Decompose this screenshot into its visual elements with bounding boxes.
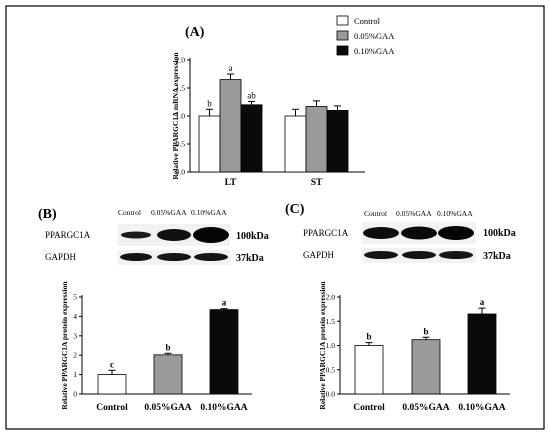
blot-b-band-ppargc1a-005gaa	[157, 229, 191, 241]
blot-b-column-005gaa: 0.05%GAA	[151, 208, 187, 217]
y-axis-title: Relative PPARGC1A protein expression	[60, 281, 69, 410]
x-tick-label: 0.10%GAA	[458, 403, 505, 413]
bar	[284, 115, 307, 173]
legend-swatch-control	[336, 15, 349, 26]
significance-letter: a	[222, 298, 227, 308]
y-tick-label: 2.0	[176, 56, 186, 65]
significance-letter: ab	[247, 90, 256, 100]
y-tick-label: 0.0	[176, 168, 186, 177]
blot-c-band-gapdh-005gaa	[402, 251, 436, 259]
x-tick-label: 0.05%GAA	[402, 403, 449, 413]
blot-b-column-control: Control	[118, 208, 141, 217]
x-tick-label: ST	[311, 178, 323, 188]
blot-b-size-100kda: 100kDa	[236, 231, 269, 242]
y-tick-label: 5	[73, 293, 77, 302]
y-tick-label: 0	[73, 390, 77, 399]
significance-letter: b	[165, 342, 170, 352]
legend-label-control: Control	[354, 16, 381, 26]
blot-b-band-gapdh-005gaa	[157, 253, 191, 261]
blot-c-size-100kda: 100kDa	[483, 228, 516, 239]
blot-c-band-ppargc1a-005gaa	[401, 226, 437, 240]
blot-b-row-gapdh: GAPDH	[45, 252, 77, 262]
blot-c-band-gapdh-control	[364, 251, 398, 259]
x-tick-label: Control	[96, 403, 128, 413]
y-tick-label: 0.5	[326, 365, 336, 374]
bar	[354, 345, 384, 395]
blot-b-column-010gaa: 0.10%GAA	[191, 208, 227, 217]
blot-b-band-ppargc1a-010gaa	[193, 227, 229, 243]
significance-letter: b	[366, 332, 371, 342]
y-tick-label: 0.5	[176, 140, 186, 149]
y-tick-label: 1.0	[326, 341, 336, 350]
x-tick-label: Control	[353, 403, 385, 413]
bar	[467, 313, 497, 395]
blot-b-band-gapdh-control	[120, 253, 152, 261]
blot-c-band-gapdh-010gaa	[439, 251, 473, 259]
bar	[411, 339, 441, 395]
y-tick-label: 4	[73, 312, 77, 321]
y-tick-label: 1	[73, 370, 77, 379]
panel-c-label: (C)	[285, 202, 305, 217]
blot-c-band-ppargc1a-010gaa	[438, 226, 474, 240]
blot-c-column-control: Control	[364, 209, 387, 218]
x-tick-label: LT	[225, 178, 237, 188]
legend-swatch-010gaa	[336, 45, 349, 56]
bar	[326, 110, 349, 173]
bar	[97, 374, 127, 395]
x-tick-label: 0.05%GAA	[144, 403, 191, 413]
significance-letter: a	[229, 63, 233, 73]
western-blot-c: (C) Control 0.05%GAA 0.10%GAA PPARGC1A G…	[285, 202, 516, 263]
legend-label-005gaa: 0.05%GAA	[354, 31, 395, 41]
blot-c-row-ppargc1a: PPARGC1A	[303, 228, 349, 238]
bar	[219, 79, 242, 173]
legend-label-010gaa: 0.10%GAA	[354, 46, 395, 56]
y-tick-label: 2.0	[326, 293, 336, 302]
significance-letter: c	[110, 359, 114, 369]
significance-letter: a	[480, 297, 485, 307]
significance-letter: b	[423, 326, 428, 336]
blot-b-size-37kda: 37kDa	[236, 253, 264, 264]
panel-a-label: (A)	[185, 25, 205, 40]
y-tick-label: 1.5	[326, 317, 336, 326]
chart-b: 0 1 2 3 4 5 Relative PPARGC1A protein expressi…	[60, 281, 252, 413]
legend-swatch-005gaa	[336, 30, 349, 41]
y-tick-label: 3	[73, 331, 77, 340]
blot-c-column-010gaa: 0.10%GAA	[437, 209, 473, 218]
bar	[209, 309, 239, 395]
blot-c-row-gapdh: GAPDH	[303, 250, 335, 260]
bar	[305, 106, 328, 173]
blot-c-column-005gaa: 0.05%GAA	[396, 209, 432, 218]
y-tick-label: 1.0	[176, 112, 186, 121]
blot-b-band-ppargc1a-control	[121, 231, 151, 239]
y-tick-label: 0.0	[326, 390, 336, 399]
panel-b-label: (B)	[38, 207, 57, 222]
y-axis-title: Relative PPARGC1A mRNA expression	[171, 52, 180, 180]
blot-b-band-gapdh-010gaa	[194, 253, 228, 261]
y-axis-title: Relative PPARGC1A protein expression	[318, 281, 327, 410]
bar	[240, 104, 263, 173]
significance-letter: b	[207, 98, 212, 108]
western-blot-b: (B) Control 0.05%GAA 0.10%GAA PPARGC1A G…	[38, 207, 269, 265]
bar	[153, 354, 183, 395]
blot-b-row-ppargc1a: PPARGC1A	[45, 230, 91, 240]
figure-border	[5, 5, 545, 430]
legend: Control 0.05%GAA 0.10%GAA	[336, 15, 395, 56]
bar	[198, 115, 221, 173]
x-tick-label: 0.10%GAA	[200, 403, 247, 413]
blot-c-size-37kda: 37kDa	[483, 251, 511, 262]
blot-c-band-ppargc1a-control	[363, 227, 399, 239]
y-tick-label: 2	[73, 351, 77, 360]
y-tick-label: 1.5	[176, 84, 186, 93]
